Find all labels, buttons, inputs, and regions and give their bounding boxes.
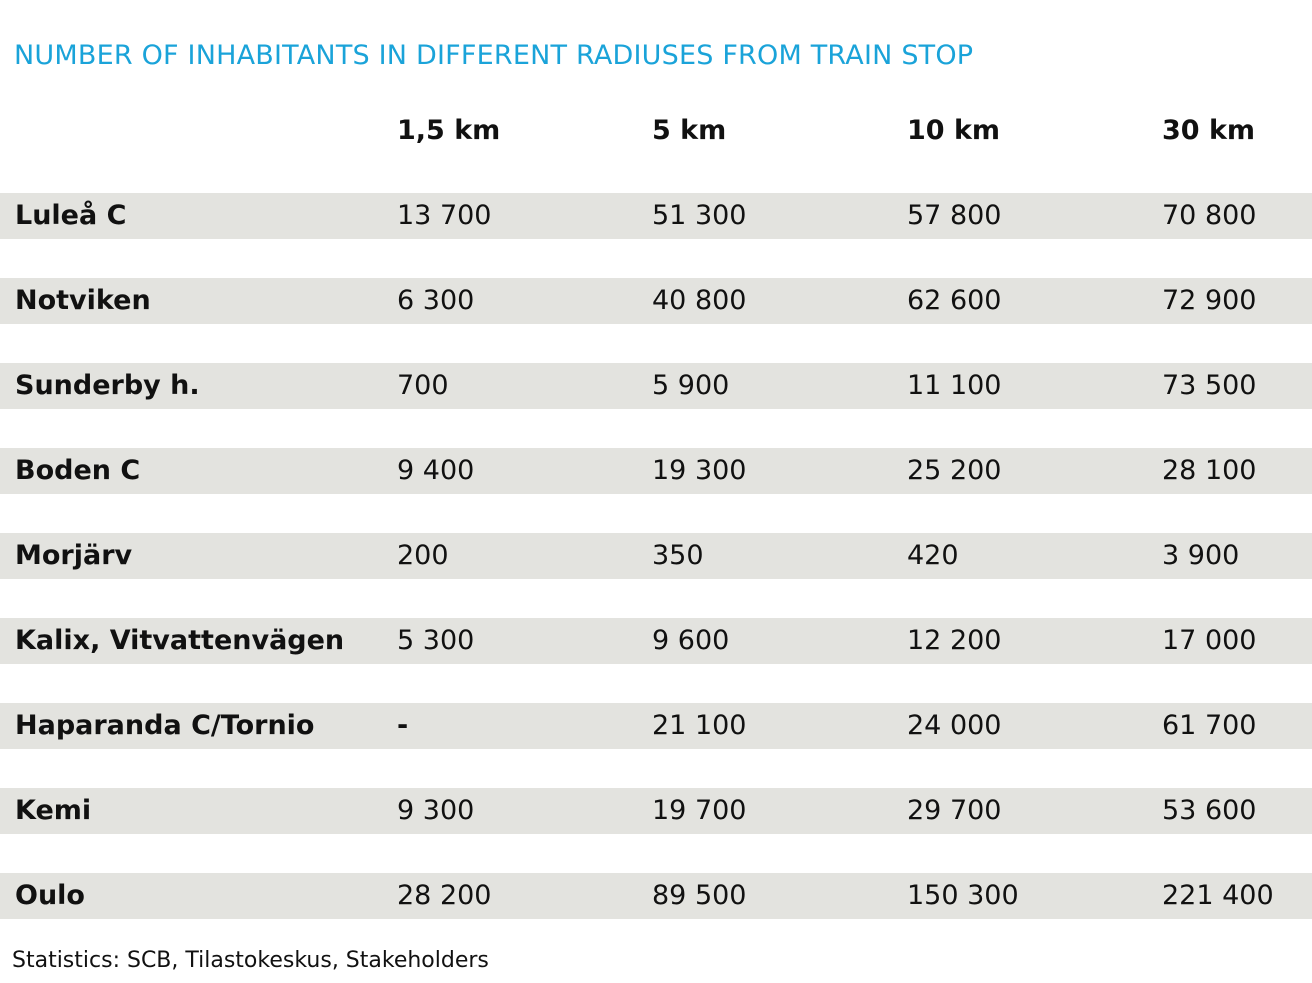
value-5km: 40 800 [652, 285, 747, 316]
table-title: NUMBER OF INHABITANTS IN DIFFERENT RADIU… [14, 40, 974, 71]
table-row: Morjärv 200 350 420 3 900 [0, 533, 1312, 579]
table-row: Kalix, Vitvattenvägen 5 300 9 600 12 200… [0, 618, 1312, 664]
value-10km: 12 200 [907, 625, 1002, 656]
station-name: Kalix, Vitvattenvägen [15, 625, 345, 656]
value-10km: 25 200 [907, 455, 1002, 486]
table-row: Luleå C 13 700 51 300 57 800 70 800 [0, 193, 1312, 239]
station-name: Morjärv [15, 540, 133, 571]
column-header-1-5km: 1,5 km [397, 115, 501, 146]
value-30km: 53 600 [1162, 795, 1257, 826]
station-name: Kemi [15, 795, 92, 826]
value-10km: 29 700 [907, 795, 1002, 826]
column-header-10km: 10 km [907, 115, 1001, 146]
value-1-5km: 200 [397, 540, 449, 571]
table-row: Notviken 6 300 40 800 62 600 72 900 [0, 278, 1312, 324]
table-row: Haparanda C/Tornio - 21 100 24 000 61 70… [0, 703, 1312, 749]
value-5km: 9 600 [652, 625, 730, 656]
value-1-5km: 28 200 [397, 880, 492, 911]
station-name: Luleå C [15, 200, 127, 231]
table-row: Oulo 28 200 89 500 150 300 221 400 [0, 873, 1312, 919]
station-name: Sunderby h. [15, 370, 200, 401]
station-name: Oulo [15, 880, 85, 911]
value-30km: 17 000 [1162, 625, 1257, 656]
value-10km: 150 300 [907, 880, 1019, 911]
value-5km: 5 900 [652, 370, 730, 401]
value-30km: 28 100 [1162, 455, 1257, 486]
source-note: Statistics: SCB, Tilastokeskus, Stakehol… [12, 948, 489, 973]
value-30km: 72 900 [1162, 285, 1257, 316]
value-5km: 89 500 [652, 880, 747, 911]
value-1-5km: 5 300 [397, 625, 475, 656]
value-30km: 61 700 [1162, 710, 1257, 741]
value-5km: 51 300 [652, 200, 747, 231]
value-30km: 70 800 [1162, 200, 1257, 231]
column-header-30km: 30 km [1162, 115, 1256, 146]
value-1-5km: - [397, 710, 409, 741]
value-30km: 3 900 [1162, 540, 1240, 571]
station-name: Boden C [15, 455, 141, 486]
table-row: Kemi 9 300 19 700 29 700 53 600 [0, 788, 1312, 834]
station-name: Notviken [15, 285, 151, 316]
value-10km: 62 600 [907, 285, 1002, 316]
value-10km: 57 800 [907, 200, 1002, 231]
value-1-5km: 9 300 [397, 795, 475, 826]
value-30km: 73 500 [1162, 370, 1257, 401]
value-1-5km: 9 400 [397, 455, 475, 486]
column-header-5km: 5 km [652, 115, 727, 146]
value-1-5km: 13 700 [397, 200, 492, 231]
station-name: Haparanda C/Tornio [15, 710, 315, 741]
value-10km: 420 [907, 540, 959, 571]
value-10km: 24 000 [907, 710, 1002, 741]
value-1-5km: 700 [397, 370, 449, 401]
value-5km: 19 300 [652, 455, 747, 486]
table-header-row: 1,5 km 5 km 10 km 30 km [0, 108, 1312, 154]
value-5km: 350 [652, 540, 704, 571]
value-5km: 21 100 [652, 710, 747, 741]
value-5km: 19 700 [652, 795, 747, 826]
value-1-5km: 6 300 [397, 285, 475, 316]
table-row: Boden C 9 400 19 300 25 200 28 100 [0, 448, 1312, 494]
value-30km: 221 400 [1162, 880, 1274, 911]
value-10km: 11 100 [907, 370, 1002, 401]
table-row: Sunderby h. 700 5 900 11 100 73 500 [0, 363, 1312, 409]
